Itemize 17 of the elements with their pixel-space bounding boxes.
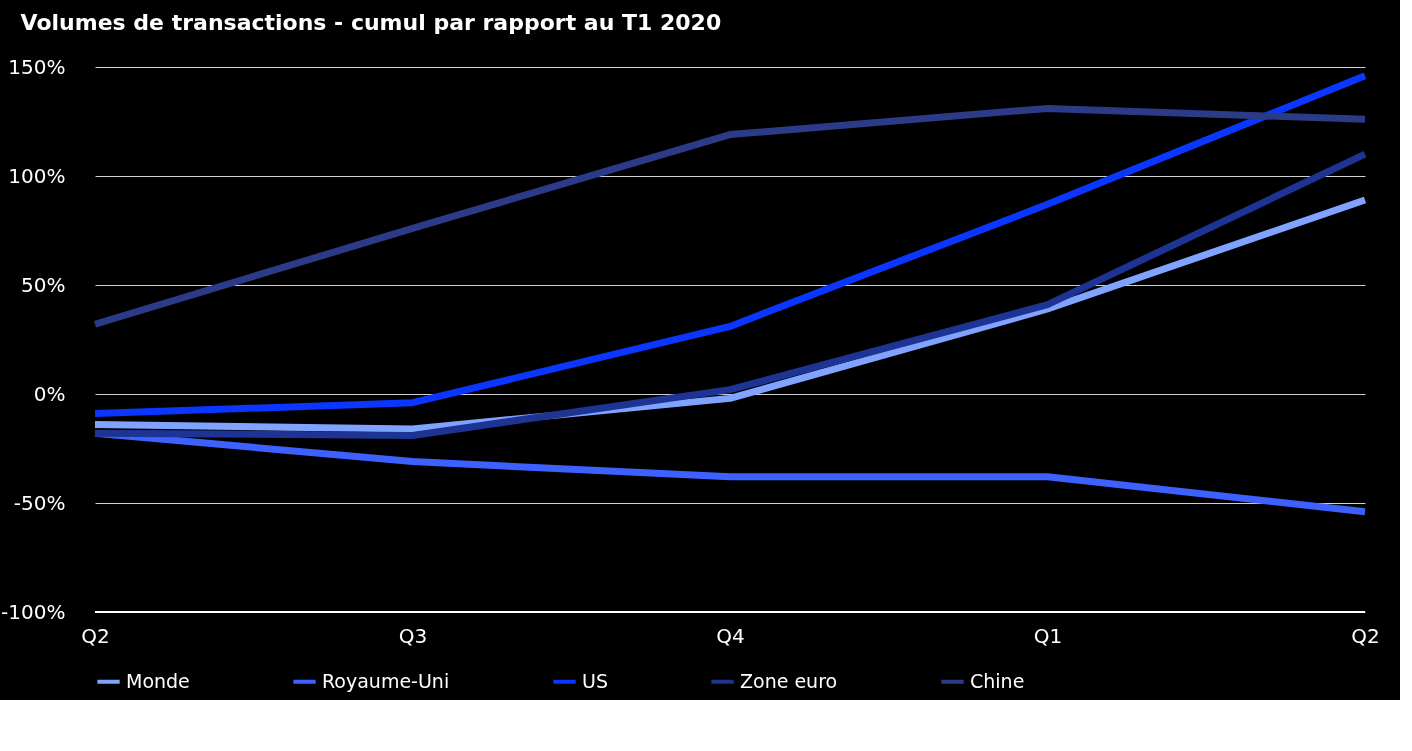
x-tick-label: Q1 bbox=[1033, 623, 1063, 648]
y-tick-label: 0% bbox=[33, 381, 66, 406]
y-tick-label: -100% bbox=[1, 599, 66, 624]
legend-label: Zone euro bbox=[740, 669, 838, 692]
legend-label: Chine bbox=[970, 669, 1025, 692]
y-tick-label: 50% bbox=[21, 272, 66, 297]
chart-title: Volumes de transactions - cumul par rapport au T1 2020 bbox=[20, 10, 722, 35]
y-tick-label: 100% bbox=[8, 163, 66, 188]
legend-label: US bbox=[582, 669, 608, 692]
x-tick-label: Q2 bbox=[1351, 623, 1380, 648]
x-tick-label: Q2 bbox=[81, 623, 110, 648]
y-tick-label: -50% bbox=[13, 490, 66, 515]
x-tick-label: Q4 bbox=[716, 623, 745, 648]
legend-label: Royaume-Uni bbox=[322, 669, 450, 692]
x-tick-label: Q3 bbox=[398, 623, 428, 648]
legend-label: Monde bbox=[126, 669, 190, 692]
y-tick-label: 150% bbox=[8, 54, 66, 79]
